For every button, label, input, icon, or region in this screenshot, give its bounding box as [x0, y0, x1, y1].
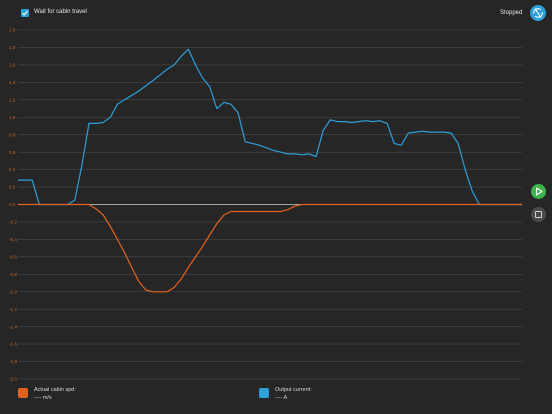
stop-icon: [535, 211, 542, 218]
status-text: Stopped: [500, 10, 523, 16]
legend-value-current: ---- A: [275, 395, 288, 401]
y-tick-label: 0.0: [9, 202, 16, 207]
y-tick-label: 1.2: [9, 97, 16, 102]
y-tick-label: 0.6: [9, 150, 16, 155]
play-button[interactable]: [531, 184, 546, 199]
y-tick-label: 0.2: [9, 185, 16, 190]
y-tick-label: -1.2: [9, 307, 17, 312]
legend-text-current: Output current: ---- A: [275, 386, 312, 402]
y-tick-labels: 2.0 1.8 1.6 1.4 1.2 1.0 0.8 0.6 0.4 0.2 0.0 -0.2 -0.…: [9, 28, 17, 382]
legend-title-current: Output current:: [275, 387, 312, 393]
y-tick-label: 1.8: [9, 45, 16, 50]
y-tick-label: 1.6: [9, 63, 16, 68]
series-line-current: [18, 48, 522, 206]
sync-icon: [533, 8, 543, 18]
y-tick-label: -1.4: [9, 324, 17, 329]
y-tick-label: -2.0: [9, 377, 17, 382]
y-tick-label: -1.0: [9, 289, 17, 294]
legend-swatch-current: [259, 388, 269, 398]
wait-for-cabin-travel-label: Wait for cabin travel: [34, 9, 87, 15]
wait-for-cabin-travel-checkbox[interactable]: [21, 9, 29, 17]
stop-button[interactable]: [531, 207, 546, 222]
y-tick-label: 2.0: [9, 28, 16, 33]
legend-title-speed: Actual cabin spd:: [34, 387, 76, 393]
y-tick-label: -1.8: [9, 359, 17, 364]
y-tick-label: -0.6: [9, 254, 17, 259]
y-tick-label: 0.8: [9, 132, 16, 137]
y-tick-label: 1.4: [9, 80, 16, 85]
legend-text-speed: Actual cabin spd: ---- m/s: [34, 386, 76, 402]
check-icon: [22, 10, 28, 16]
series-line-speed: [18, 203, 522, 293]
y-tick-label: 0.4: [9, 167, 16, 172]
legend-value-speed: ---- m/s: [34, 395, 52, 401]
y-tick-label: -0.2: [9, 220, 17, 225]
top-bar: Wait for cabin travel Stopped: [0, 0, 552, 28]
chart-series: [18, 48, 522, 293]
y-tick-label: -0.4: [9, 237, 17, 242]
y-tick-label: -0.8: [9, 272, 17, 277]
y-tick-label: 1.0: [9, 115, 16, 120]
y-tick-label: -1.6: [9, 342, 17, 347]
legend-swatch-speed: [18, 388, 28, 398]
chart-grid: [18, 29, 522, 380]
sync-button[interactable]: [530, 5, 546, 21]
play-icon: [535, 187, 543, 196]
